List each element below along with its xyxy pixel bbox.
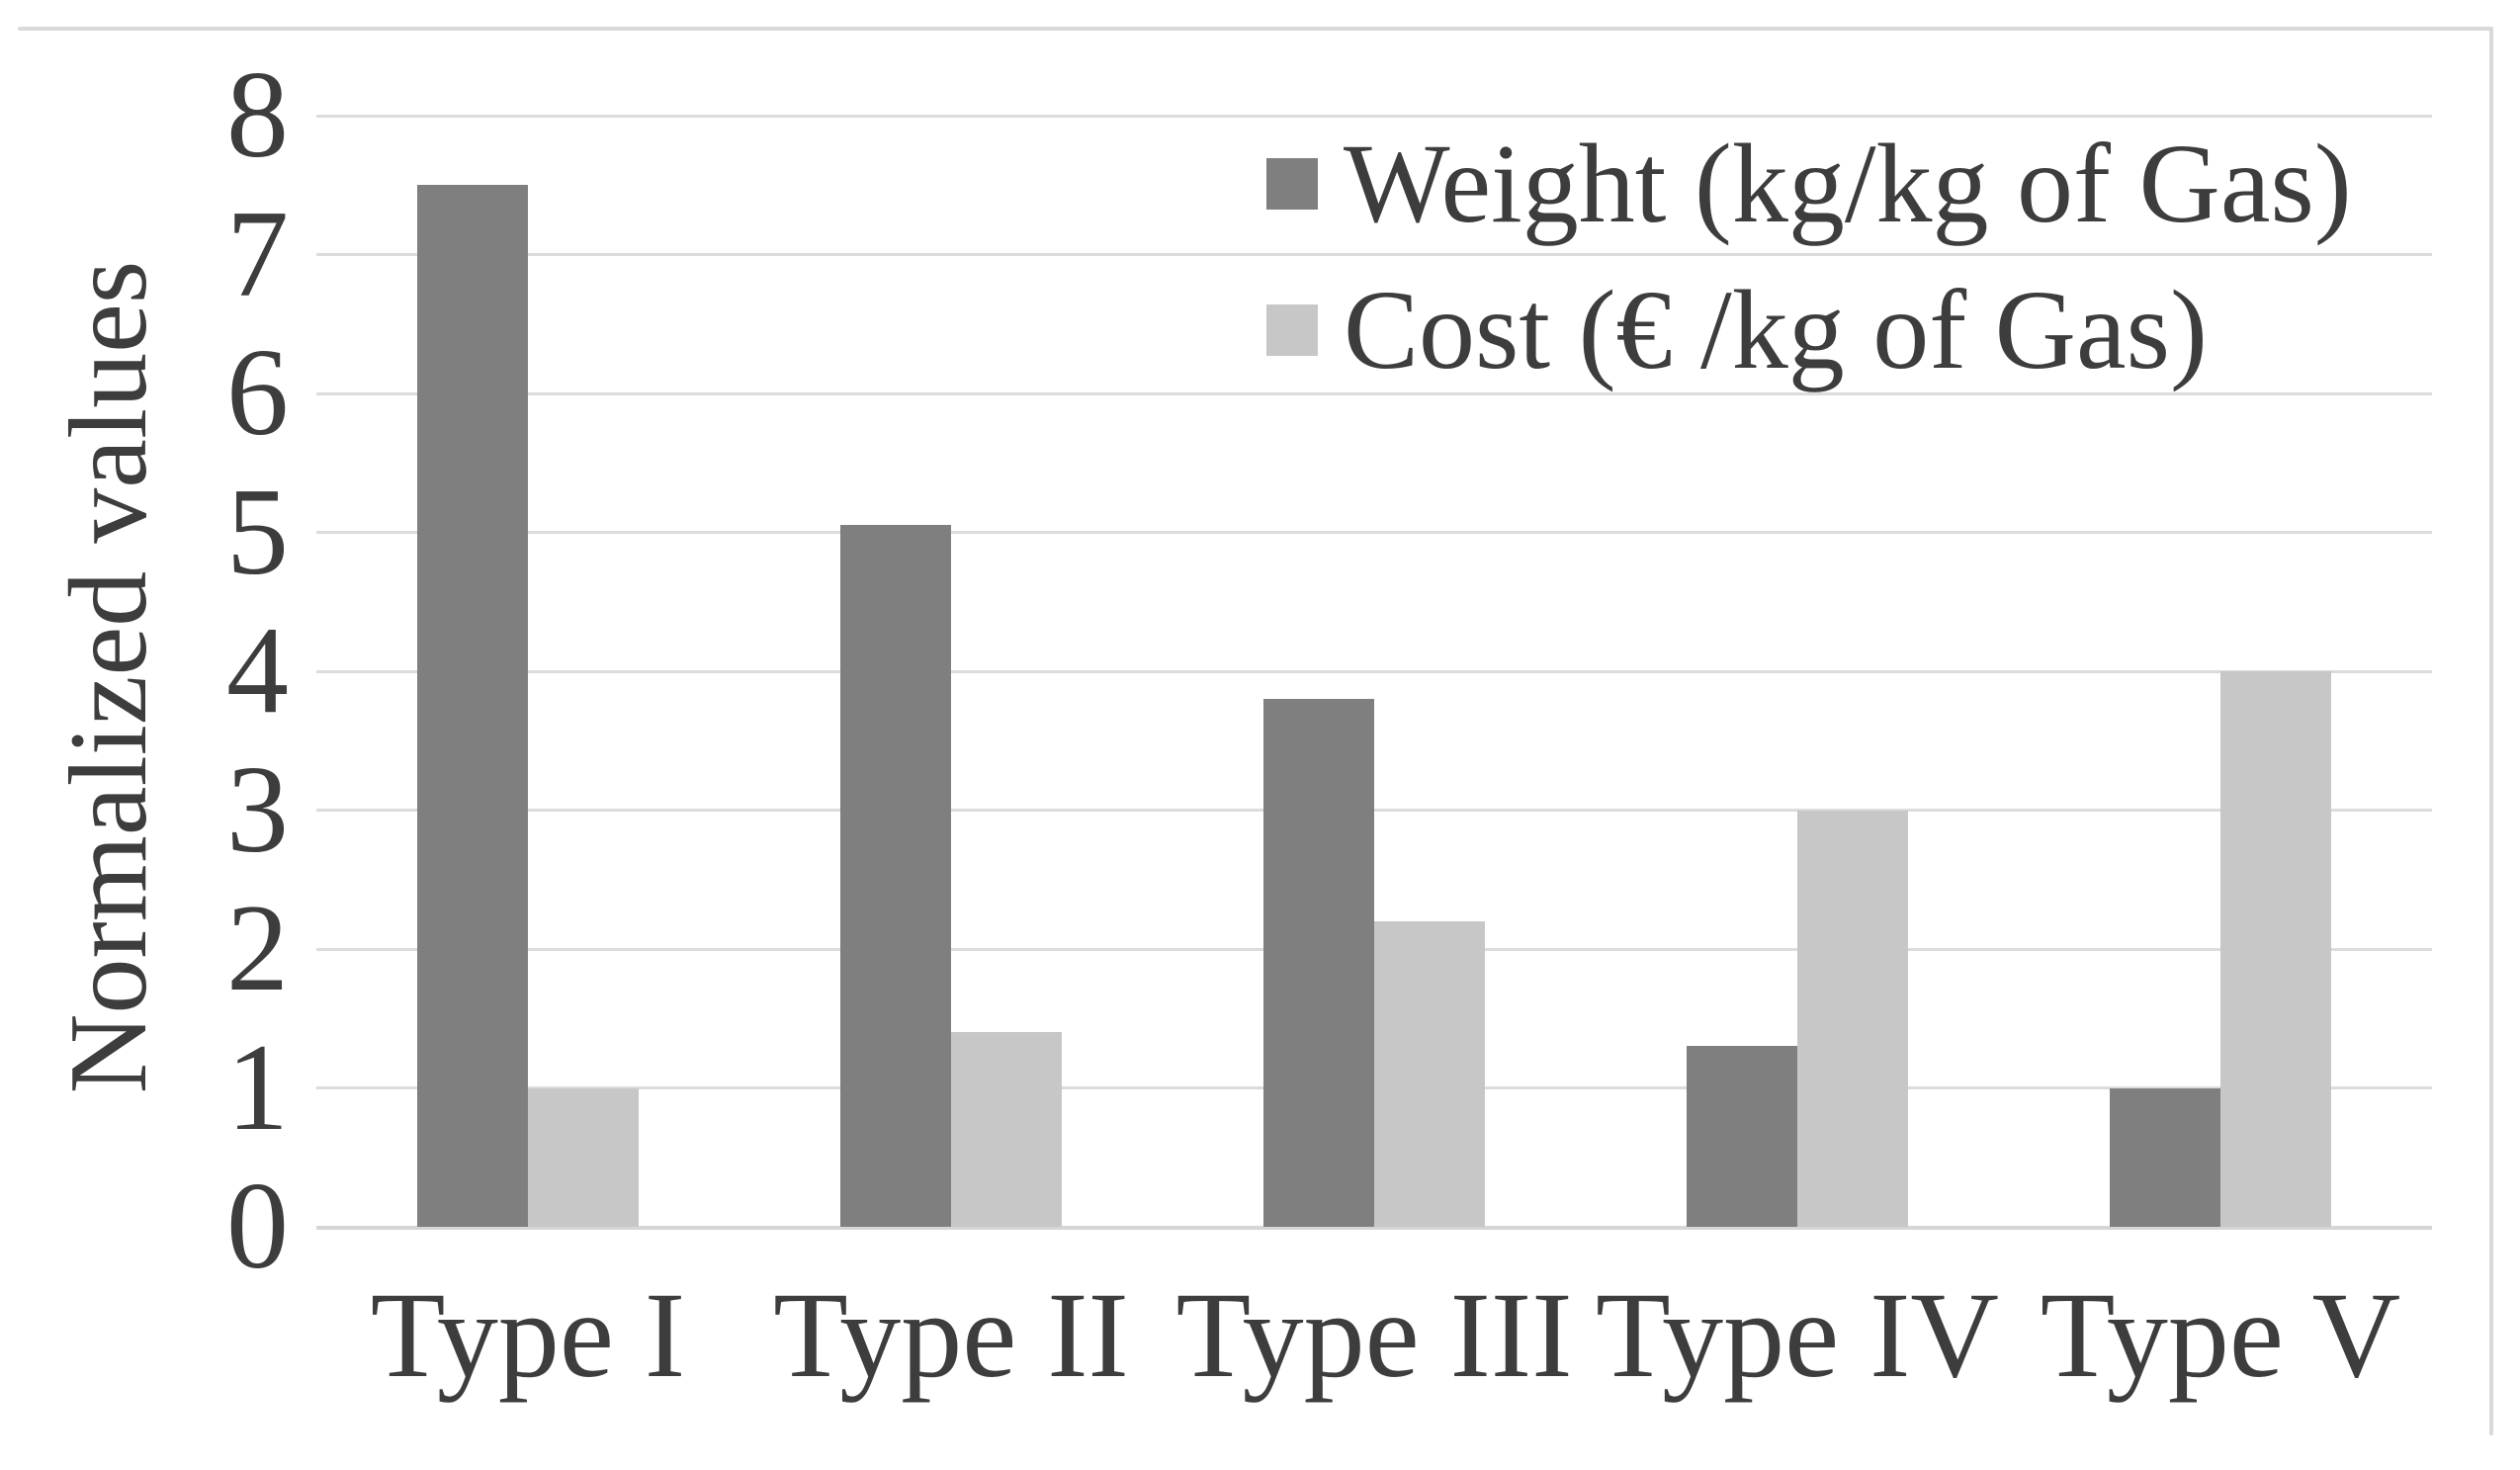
bar-cost-type-v	[2220, 671, 2331, 1227]
y-tick-label-5: 5	[226, 463, 289, 601]
bar-weight-type-iii	[1263, 699, 1374, 1227]
legend-swatch-weight	[1266, 158, 1318, 210]
y-tick-label-6: 6	[226, 324, 289, 462]
bar-cost-type-iii	[1374, 920, 1485, 1227]
x-axis-label-type-i: Type I	[370, 1267, 686, 1403]
y-tick-label-4: 4	[226, 602, 289, 739]
y-tick-label-2: 2	[226, 880, 289, 1017]
bar-cost-type-ii	[951, 1032, 1062, 1227]
y-tick-label-8: 8	[226, 46, 289, 184]
legend-item-weight: Weight (kg/kg of Gas)	[1266, 111, 2352, 257]
legend: Weight (kg/kg of Gas) Cost (€ /kg of Gas…	[1266, 111, 2352, 403]
x-axis-baseline	[316, 1225, 2432, 1230]
legend-label-weight: Weight (kg/kg of Gas)	[1344, 121, 2352, 246]
figure-border-top	[18, 27, 2493, 31]
y-tick-label-3: 3	[226, 740, 289, 879]
x-axis-label-type-iv: Type IV	[1596, 1267, 1999, 1403]
bar-cost-type-i	[528, 1087, 639, 1227]
gridline-y-6	[316, 391, 2432, 395]
figure-border-right	[2489, 27, 2493, 1435]
y-tick-label-1: 1	[226, 1018, 289, 1157]
bar-weight-type-i	[417, 185, 528, 1227]
legend-label-cost: Cost (€ /kg of Gas)	[1344, 267, 2208, 392]
gridline-y-8	[316, 114, 2432, 118]
y-tick-label-0: 0	[226, 1158, 289, 1295]
gridline-y-4	[316, 669, 2432, 673]
bar-weight-type-iv	[1687, 1046, 1797, 1227]
bar-cost-type-iv	[1797, 810, 1908, 1227]
bar-weight-type-ii	[840, 525, 951, 1227]
y-tick-label-7: 7	[226, 185, 289, 323]
gridline-y-3	[316, 809, 2432, 812]
x-axis-label-type-ii: Type II	[773, 1267, 1129, 1403]
bar-weight-type-v	[2110, 1087, 2220, 1227]
gridline-y-7	[316, 253, 2432, 256]
legend-item-cost: Cost (€ /kg of Gas)	[1266, 257, 2352, 403]
gridline-y-5	[316, 531, 2432, 534]
plot-area	[316, 114, 2432, 1230]
x-axis-label-type-iii: Type III	[1175, 1267, 1573, 1403]
x-axis-label-type-v: Type V	[2040, 1267, 2401, 1403]
legend-swatch-cost	[1266, 304, 1318, 356]
